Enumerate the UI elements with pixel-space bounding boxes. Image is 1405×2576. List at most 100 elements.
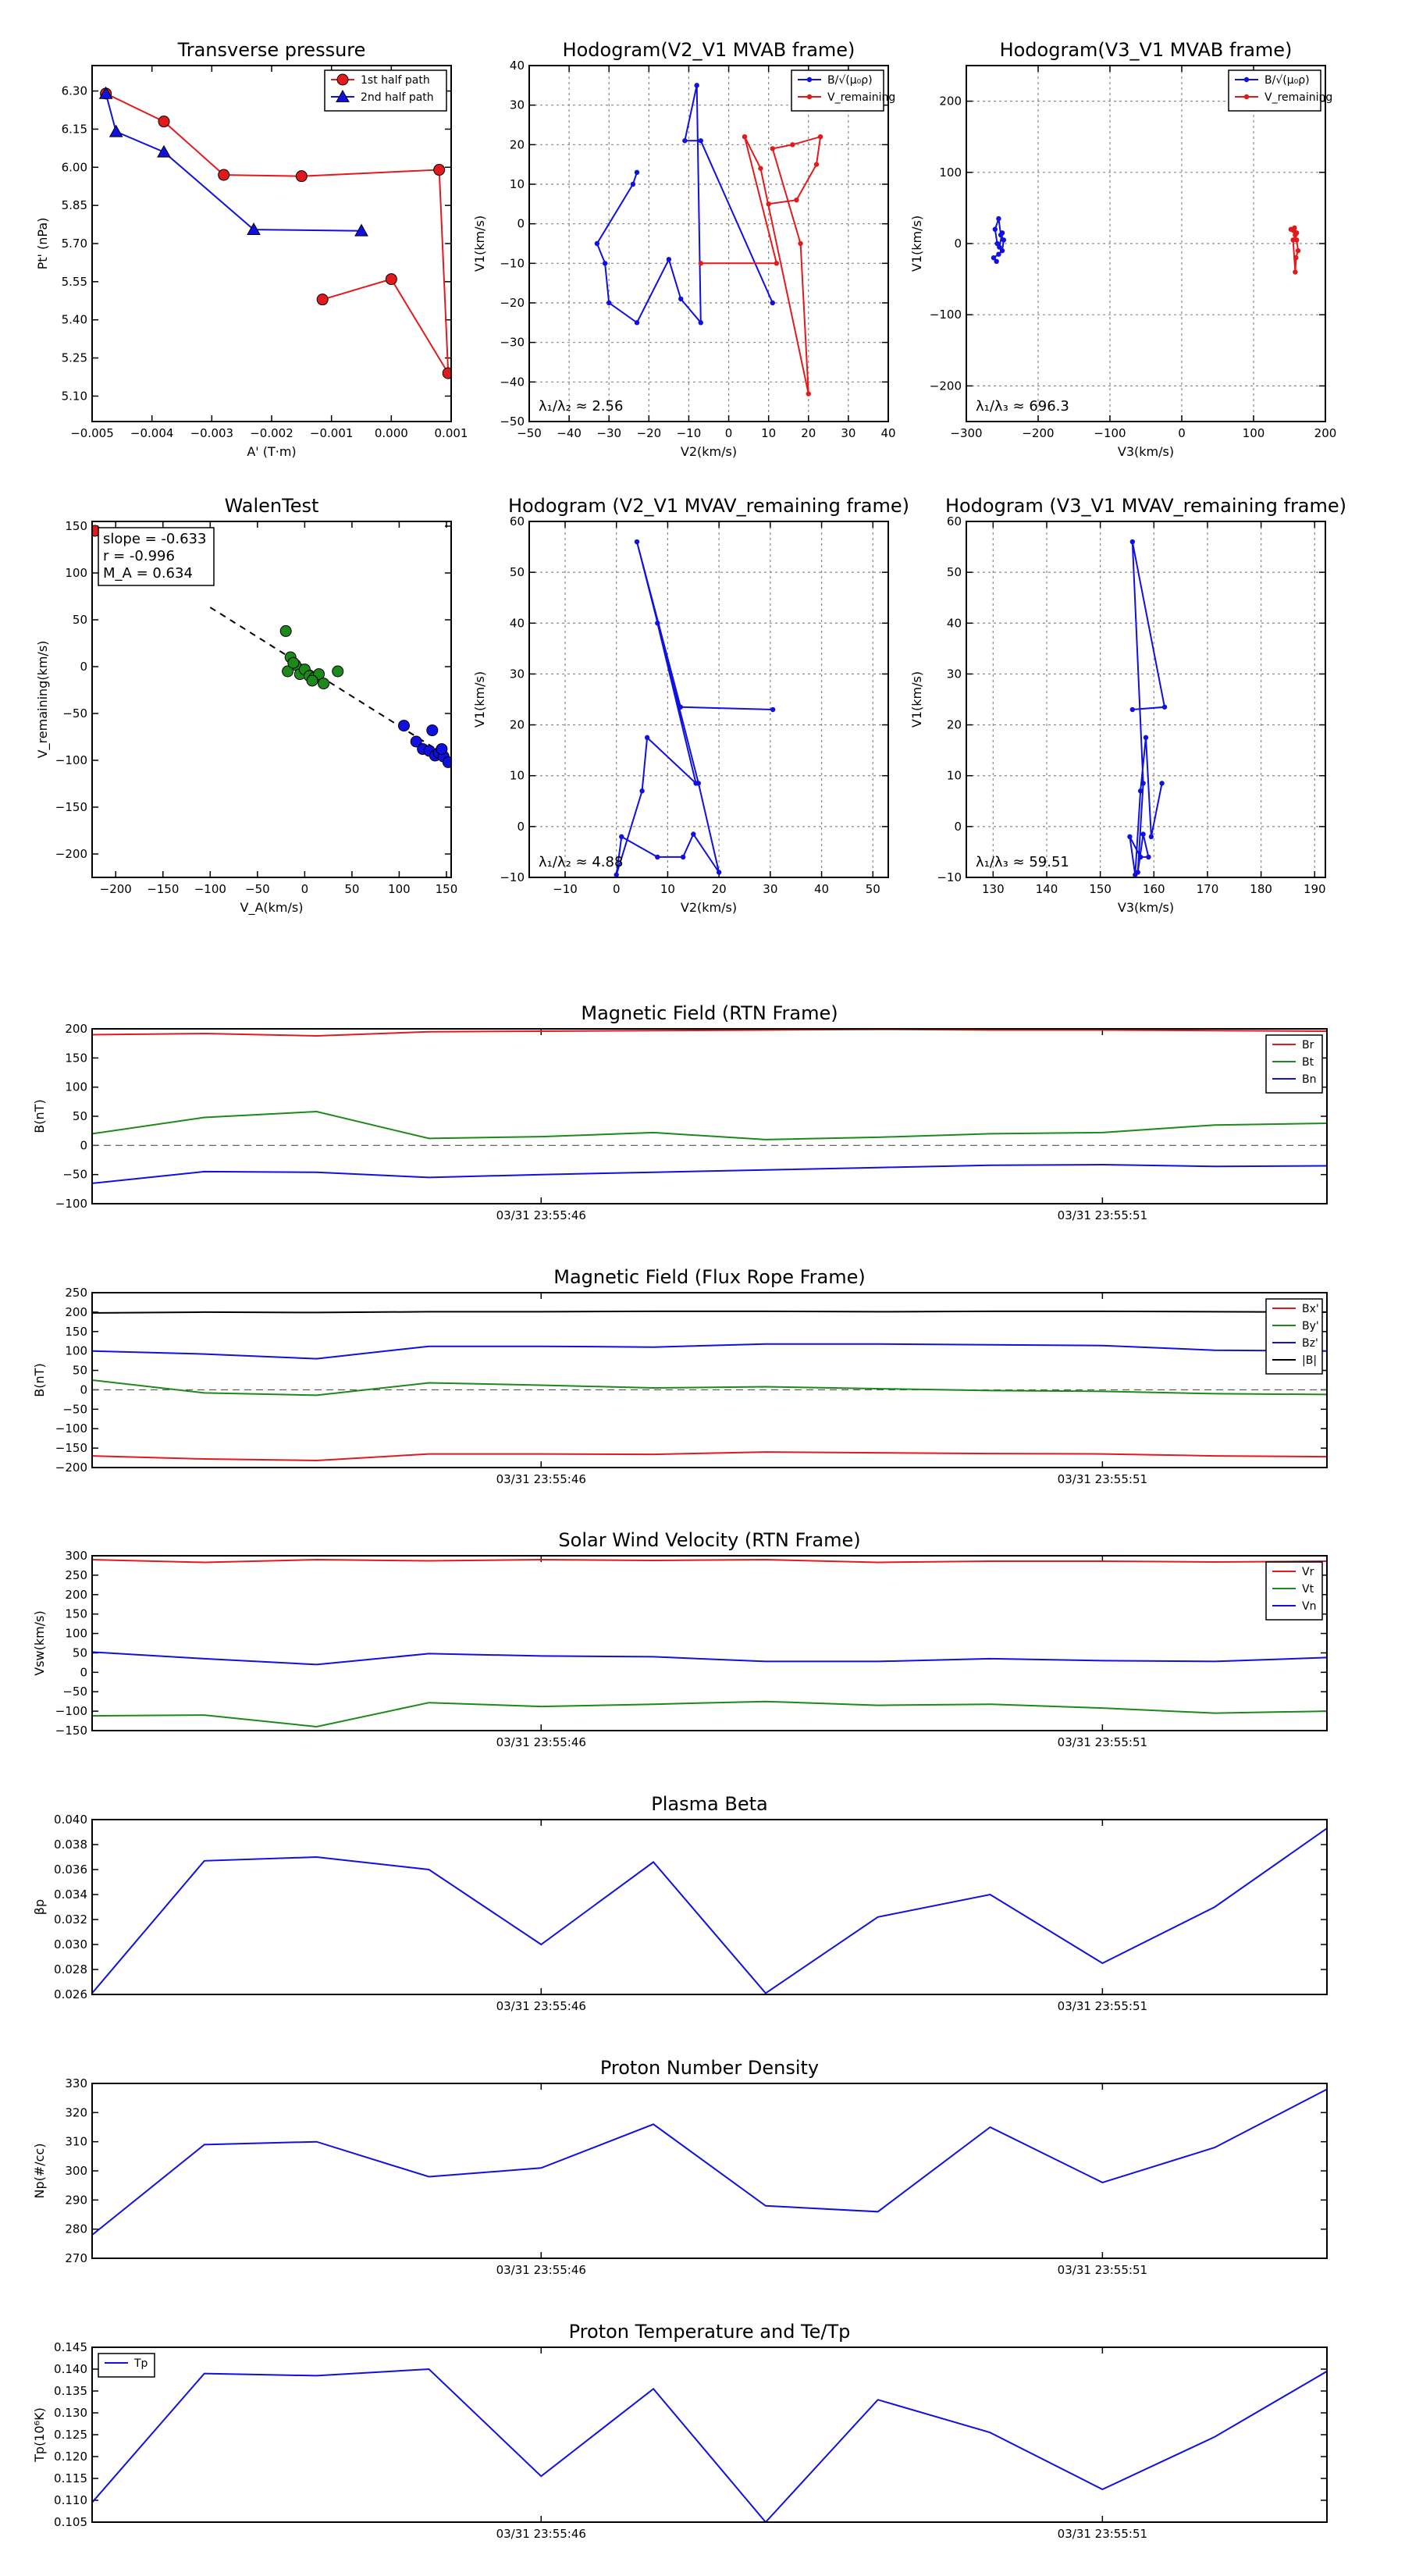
transverse-pressure-ytick-label: 5.25 xyxy=(62,351,87,365)
hodogram-v3-v1-mvab-ylabel: V1(km/s) xyxy=(909,215,924,272)
transverse-pressure-frame xyxy=(91,65,452,422)
magnetic-field-flux-rope-series-1 xyxy=(92,1379,1327,1397)
walen-test-ytick-label: −50 xyxy=(62,706,87,720)
walen-test-point xyxy=(436,743,448,756)
transverse-pressure-chart: Transverse pressure 5.10 5.25 5.40 5.55 5.70 5… xyxy=(35,39,468,459)
hodogram-v3-v1-mvab-legend-box xyxy=(1228,69,1321,112)
walen-test-xtick-label: 100 xyxy=(388,882,411,896)
hodogram-v2-v1-mvav-ytick-label: 40 xyxy=(510,616,525,630)
hodogram-v2-v1-mvab-point xyxy=(682,138,688,144)
hodogram-v3-v1-mvab-series-0 xyxy=(991,215,1007,264)
magnetic-field-rtn-ytick-label: −100 xyxy=(55,1197,87,1211)
transverse-pressure-ytick-label: 6.15 xyxy=(62,122,87,136)
hodogram-v2-v1-mvab-eigenvalue-ratio: λ₁/λ₂ ≈ 2.56 xyxy=(539,398,623,415)
hodogram-v2-v1-mvab-point xyxy=(630,181,636,187)
magnetic-field-flux-rope-legend-label: By' xyxy=(1302,1320,1319,1332)
solar-wind-velocity-ytick-label: −50 xyxy=(62,1685,87,1699)
hodogram-v2-v1-mvab-point xyxy=(594,240,600,247)
hodogram-v2-v1-mvab-point xyxy=(602,261,608,266)
hodogram-v2-v1-mvab-xtick-label: −10 xyxy=(677,426,702,440)
hodogram-v3-v1-mvav-ytick-label: 60 xyxy=(947,514,962,528)
magnetic-field-flux-rope-ytick-label: −200 xyxy=(55,1461,87,1475)
hodogram-v2-v1-mvab-xtick-label: 0 xyxy=(725,426,733,440)
hodogram-v2-v1-mvab-series-line xyxy=(596,85,774,326)
hodogram-v3-v1-mvav-xtick-label: 190 xyxy=(1304,882,1326,896)
hodogram-v2-v1-mvab-point xyxy=(813,162,820,167)
hodogram-v2-v1-mvab-point xyxy=(606,300,612,306)
transverse-pressure-point xyxy=(157,144,171,158)
transverse-pressure-point xyxy=(433,164,446,176)
solar-wind-velocity-ytick-label: 300 xyxy=(65,1549,87,1563)
hodogram-v2-v1-mvab-series-1 xyxy=(698,134,823,397)
hodogram-v3-v1-mvab-point xyxy=(1292,225,1297,231)
plasma-beta-ytick-label: 0.026 xyxy=(54,1987,87,2001)
solar-wind-velocity-series-1 xyxy=(92,1700,1327,1728)
magnetic-field-rtn-title: Magnetic Field (RTN Frame) xyxy=(581,1002,838,1024)
magnetic-field-flux-rope-ylabel: B(nT) xyxy=(32,1363,47,1397)
plasma-beta-ytick-label: 0.028 xyxy=(54,1962,87,1976)
proton-number-density-ytick-label: 280 xyxy=(65,2222,87,2236)
solar-wind-velocity-ytick-label: 50 xyxy=(73,1646,87,1660)
solar-wind-velocity-ytick-label: −150 xyxy=(55,1724,87,1738)
walen-test-point xyxy=(442,756,451,768)
solar-wind-velocity-ytick-label: 200 xyxy=(65,1588,87,1602)
hodogram-v2-v1-mvav-point xyxy=(614,872,619,877)
magnetic-field-rtn-legend-label: Bt xyxy=(1302,1056,1314,1069)
magnetic-field-flux-rope-ytick-label: −50 xyxy=(62,1402,87,1416)
hodogram-v2-v1-mvab-ytick-label: 0 xyxy=(517,217,525,231)
plasma-beta-ylabel: βp xyxy=(32,1899,47,1915)
walen-test-xtick-label: 0 xyxy=(301,882,309,896)
plasma-beta-ytick-label: 0.036 xyxy=(54,1863,87,1877)
plasma-beta-series-line xyxy=(92,1827,1327,1994)
plasma-beta-xtick-label: 03/31 23:55:46 xyxy=(496,1999,586,2013)
magnetic-field-flux-rope-ytick-label: −150 xyxy=(55,1441,87,1455)
walen-test-ytick-label: 50 xyxy=(73,613,87,627)
proton-number-density-series-0 xyxy=(92,2088,1327,2236)
magnetic-field-flux-rope-series-2 xyxy=(92,1343,1327,1360)
transverse-pressure-series-line xyxy=(105,93,362,232)
magnetic-field-rtn-ytick-label: −50 xyxy=(62,1168,87,1182)
transverse-pressure-ytick-label: 5.70 xyxy=(62,237,87,251)
hodogram-v2-v1-mvab-point xyxy=(794,197,799,203)
hodogram-v2-v1-mvav-xtick-label: 10 xyxy=(660,882,675,896)
hodogram-v2-v1-mvab-ytick-label: 20 xyxy=(510,137,525,151)
hodogram-v2-v1-mvav-frame xyxy=(528,521,889,878)
walen-test-series-0 xyxy=(279,624,344,690)
solar-wind-velocity-series-line xyxy=(92,1558,1327,1564)
proton-number-density-ytick-label: 330 xyxy=(65,2076,87,2090)
hodogram-v2-v1-mvav-series-0 xyxy=(614,539,776,877)
walen-test-xtick-label: −150 xyxy=(147,882,179,896)
hodogram-v2-v1-mvab-ytick-label: −30 xyxy=(500,336,525,350)
magnetic-field-rtn-series-0 xyxy=(92,1029,1327,1037)
magnetic-field-rtn-series-line xyxy=(92,1029,1327,1037)
transverse-pressure-xtick-label: −0.001 xyxy=(310,426,354,440)
hodogram-v3-v1-mvav-ytick-label: 20 xyxy=(947,718,962,732)
transverse-pressure-point xyxy=(295,170,308,183)
solar-wind-velocity-legend-label: Vn xyxy=(1302,1600,1316,1613)
hodogram-v3-v1-mvav-xtick-label: 140 xyxy=(1036,882,1058,896)
hodogram-v3-v1-mvab-title: Hodogram(V3_V1 MVAB frame) xyxy=(1000,39,1293,61)
hodogram-v3-v1-mvab-xtick-label: −100 xyxy=(1094,426,1126,440)
magnetic-field-rtn-ytick-label: 200 xyxy=(65,1022,87,1036)
walen-test-point xyxy=(426,724,439,737)
transverse-pressure-legend-marker xyxy=(336,73,349,86)
solar-wind-velocity-series-line xyxy=(92,1700,1327,1728)
proton-temperature-legend-box xyxy=(98,2353,155,2378)
proton-number-density-ylabel: Np(#/cc) xyxy=(32,2144,47,2199)
hodogram-v3-v1-mvav-xtick-label: 160 xyxy=(1143,882,1165,896)
plasma-beta-chart: Plasma Beta 0.026 0.028 0.030 0.032 0.034 0.03… xyxy=(32,1793,1328,2013)
hodogram-v2-v1-mvav-xtick-label: 20 xyxy=(712,882,727,896)
hodogram-v2-v1-mvab-point xyxy=(798,240,803,247)
solar-wind-velocity-ytick-label: 0 xyxy=(80,1665,87,1679)
proton-temperature-ylabel: Tp(10⁶K) xyxy=(32,2407,47,2463)
hodogram-v3-v1-mvab-xtick-label: 0 xyxy=(1178,426,1186,440)
magnetic-field-rtn-frame xyxy=(91,1028,1328,1204)
hodogram-v3-v1-mvab-point xyxy=(1001,237,1007,243)
walen-test-frame xyxy=(91,521,452,878)
hodogram-v2-v1-mvab-series-0 xyxy=(594,83,775,326)
magnetic-field-rtn-series-1 xyxy=(92,1110,1327,1140)
walen-test-series-1 xyxy=(397,720,451,768)
hodogram-v2-v1-mvav-point xyxy=(678,704,684,710)
transverse-pressure-point xyxy=(316,294,329,306)
transverse-pressure-point xyxy=(158,116,170,128)
